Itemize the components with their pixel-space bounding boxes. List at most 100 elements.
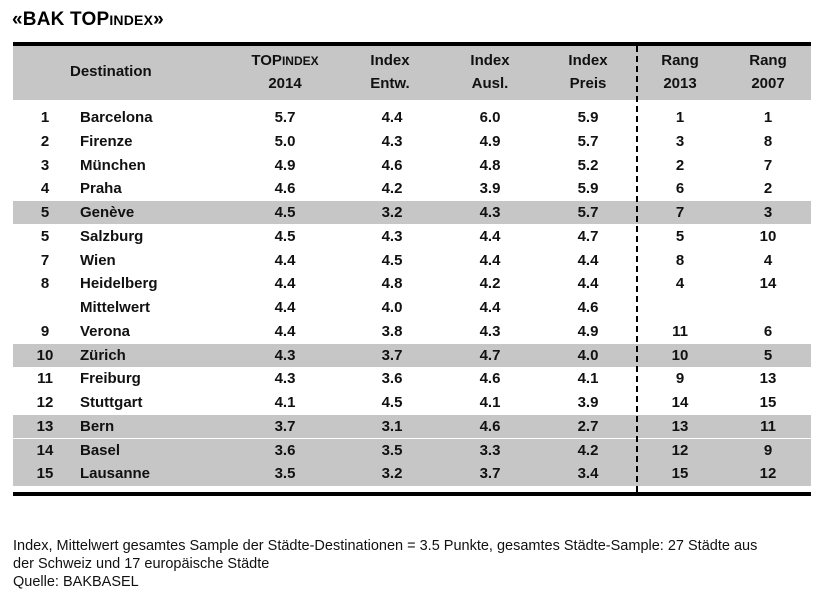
cell-index-preis: 5.2	[577, 156, 599, 174]
cell-topindex: 4.5	[274, 204, 296, 221]
footnote-line-1: Index, Mittelwert gesamtes Sample der St…	[13, 538, 758, 554]
cell-rang-2013: 10	[671, 346, 689, 364]
cell-rank: 5	[40, 227, 50, 245]
cell-index-preis: 5.9	[577, 180, 599, 198]
cell-rang-2007: 1	[763, 109, 773, 126]
cell-topindex: 4.4	[274, 322, 296, 340]
cell-rank: 12	[36, 394, 54, 411]
cell-rang-2013: 7	[675, 204, 685, 221]
cell-index-preis: 4.4	[577, 275, 599, 293]
cell-index-ausl: 4.8	[479, 156, 501, 174]
cell-index-ausl: 4.4	[479, 251, 501, 269]
cell-rank: 14	[36, 441, 54, 459]
cell-index-preis: 4.7	[577, 227, 599, 245]
cell-index-entw: 4.3	[381, 227, 403, 245]
cell-rank: 3	[40, 156, 50, 174]
cell-index-ausl: 4.2	[479, 275, 501, 293]
header-topindex: TOPINDEX	[230, 49, 340, 73]
cell-rang-2007: 10	[759, 227, 777, 245]
footnote-source: Quelle: BAKBASEL	[13, 574, 139, 590]
cell-index-entw: 4.5	[381, 251, 403, 269]
cell-rang-2007: 6	[763, 322, 773, 340]
cell-rang-2007: 5	[763, 346, 773, 364]
cell-index-preis: 5.7	[577, 204, 599, 221]
footnote-line-2: der Schweiz und 17 europäische Städte	[13, 556, 270, 572]
header-preis-1: Index	[568, 52, 608, 69]
cell-destination: Freiburg	[80, 370, 141, 388]
cell-rang-2013: 14	[671, 394, 689, 411]
header-topindex-year: 2014	[268, 75, 302, 92]
cell-index-entw: 3.1	[381, 417, 403, 435]
cell-rang-2013: 9	[675, 370, 685, 388]
header-topindex-b: INDEX	[281, 54, 319, 68]
title-main: «BAK TOP	[12, 9, 110, 30]
cell-index-ausl: 4.7	[479, 346, 501, 364]
cell-destination: Lausanne	[80, 465, 151, 483]
cell-rank: 5	[40, 204, 50, 221]
title-end: »	[153, 9, 164, 30]
row-band-shaded	[13, 201, 811, 225]
cell-index-ausl: 4.4	[479, 227, 501, 245]
cell-rank: 11	[37, 370, 53, 388]
cell-index-entw: 3.2	[381, 204, 403, 221]
cell-rang-2013: 12	[671, 441, 689, 459]
cell-destination: Verona	[80, 322, 131, 340]
cell-index-ausl: 3.9	[479, 180, 501, 198]
cell-topindex: 5.7	[274, 109, 296, 126]
cell-topindex: 4.9	[274, 156, 296, 174]
cell-rank: 15	[36, 465, 54, 483]
cell-rang-2007: 12	[759, 465, 777, 483]
cell-index-entw: 4.0	[381, 299, 403, 316]
row-band-shaded	[13, 438, 811, 462]
cell-index-ausl: 4.4	[479, 299, 501, 316]
cell-destination: München	[80, 156, 146, 174]
cell-rang-2007: 8	[763, 132, 773, 150]
cell-rang-2007: 15	[759, 394, 777, 411]
cell-index-entw: 3.2	[381, 465, 403, 483]
cell-rang-2007: 4	[763, 251, 773, 269]
cell-index-preis: 4.1	[577, 370, 599, 388]
cell-index-entw: 3.6	[381, 370, 403, 388]
cell-topindex: 4.4	[274, 275, 296, 293]
cell-rang-2013: 4	[675, 275, 685, 293]
cell-destination: Stuttgart	[80, 394, 143, 411]
cell-topindex: 3.6	[274, 441, 296, 459]
cell-destination: Mittelwert	[80, 299, 151, 316]
cell-index-preis: 4.4	[577, 251, 599, 269]
cell-topindex: 5.0	[274, 132, 296, 150]
header-rang2007-2: 2007	[751, 75, 785, 92]
cell-index-ausl: 3.3	[479, 441, 501, 459]
column-divider-dashed	[636, 46, 638, 492]
cell-rank: 9	[40, 322, 50, 340]
cell-rang-2013: 3	[675, 132, 685, 150]
chart-title: «BAK TOPINDEX»	[12, 9, 164, 31]
cell-rang-2007: 7	[763, 156, 773, 174]
header-topindex-a: TOP	[251, 52, 282, 69]
cell-index-entw: 3.5	[381, 441, 403, 459]
cell-rank: 10	[36, 346, 54, 364]
header-entw-1: Index	[370, 52, 410, 69]
table-top-rule	[13, 42, 811, 46]
cell-destination: Wien	[80, 251, 116, 269]
cell-destination: Barcelona	[80, 109, 153, 126]
cell-index-preis: 4.6	[577, 299, 599, 316]
header-entw-2: Entw.	[370, 75, 410, 92]
cell-index-ausl: 4.3	[479, 204, 501, 221]
title-small-caps: INDEX	[109, 12, 154, 28]
table-bottom-rule	[13, 492, 811, 496]
table-header-background	[13, 46, 811, 100]
cell-index-preis: 4.2	[577, 441, 599, 459]
cell-topindex: 4.3	[274, 346, 296, 364]
cell-index-ausl: 4.1	[479, 394, 501, 411]
cell-destination: Basel	[80, 441, 121, 459]
cell-topindex: 4.3	[274, 370, 296, 388]
cell-index-preis: 3.4	[577, 465, 599, 483]
cell-index-ausl: 3.7	[479, 465, 501, 483]
cell-rang-2007: 11	[760, 417, 776, 435]
cell-destination: Heidelberg	[80, 275, 158, 293]
cell-topindex: 4.5	[274, 227, 296, 245]
cell-rank: 8	[40, 275, 50, 293]
cell-index-preis: 2.7	[577, 417, 599, 435]
cell-index-ausl: 4.3	[479, 322, 501, 340]
header-rang2013-1: Rang	[661, 52, 699, 69]
